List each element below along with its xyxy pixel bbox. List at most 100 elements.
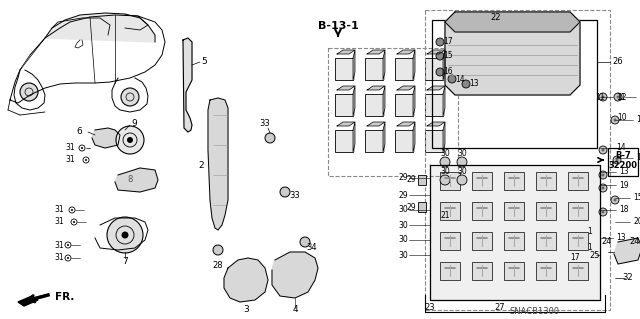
Bar xyxy=(425,58,443,80)
Polygon shape xyxy=(183,38,192,132)
Text: B-13-1: B-13-1 xyxy=(317,21,358,31)
Text: 31: 31 xyxy=(54,205,64,214)
Polygon shape xyxy=(443,122,445,152)
Text: 12: 12 xyxy=(617,93,627,101)
Circle shape xyxy=(440,175,450,185)
Text: 21: 21 xyxy=(440,211,450,219)
Circle shape xyxy=(457,175,467,185)
Bar xyxy=(536,202,556,220)
Polygon shape xyxy=(112,78,148,112)
Bar xyxy=(425,94,443,116)
Text: 14: 14 xyxy=(616,144,626,152)
Circle shape xyxy=(67,244,69,246)
Polygon shape xyxy=(367,122,385,126)
Circle shape xyxy=(599,171,607,179)
Polygon shape xyxy=(397,86,415,90)
Text: 31: 31 xyxy=(54,254,64,263)
Polygon shape xyxy=(427,50,445,54)
Text: 33: 33 xyxy=(290,190,300,199)
Bar xyxy=(425,130,443,152)
Circle shape xyxy=(614,198,616,202)
Circle shape xyxy=(602,95,605,99)
Text: 10: 10 xyxy=(617,114,627,122)
Circle shape xyxy=(122,232,129,239)
Polygon shape xyxy=(353,122,355,152)
Circle shape xyxy=(265,133,275,143)
Bar xyxy=(472,232,492,250)
Polygon shape xyxy=(337,86,355,90)
Text: 9: 9 xyxy=(131,118,137,128)
Circle shape xyxy=(611,116,619,124)
Bar xyxy=(395,58,413,80)
Polygon shape xyxy=(272,252,318,298)
Bar xyxy=(365,58,383,80)
Text: 30: 30 xyxy=(398,205,408,214)
Circle shape xyxy=(20,83,38,101)
Polygon shape xyxy=(383,50,385,80)
Text: 4: 4 xyxy=(292,306,298,315)
Text: 24: 24 xyxy=(602,238,612,247)
Bar xyxy=(472,172,492,190)
Circle shape xyxy=(602,174,605,176)
Text: 12: 12 xyxy=(639,93,640,101)
Text: 29: 29 xyxy=(398,174,408,182)
Text: 7: 7 xyxy=(122,257,128,266)
Polygon shape xyxy=(383,86,385,116)
Polygon shape xyxy=(45,13,155,42)
Text: 31: 31 xyxy=(54,218,64,226)
Text: 13: 13 xyxy=(616,234,626,242)
Circle shape xyxy=(616,159,618,161)
Circle shape xyxy=(213,245,223,255)
Text: 25: 25 xyxy=(589,250,600,259)
Bar xyxy=(440,232,460,250)
Bar xyxy=(472,262,492,280)
Text: 30: 30 xyxy=(440,167,450,176)
Text: 33: 33 xyxy=(260,120,270,129)
Circle shape xyxy=(71,209,73,211)
Bar xyxy=(425,10,610,310)
Circle shape xyxy=(81,147,83,149)
Polygon shape xyxy=(353,86,355,116)
Text: 6: 6 xyxy=(76,127,82,136)
Text: 31: 31 xyxy=(54,241,64,249)
Text: 30: 30 xyxy=(398,220,408,229)
Bar xyxy=(480,15,492,23)
Text: 20: 20 xyxy=(633,218,640,226)
Text: 15: 15 xyxy=(443,51,453,61)
Bar xyxy=(536,172,556,190)
Text: 30: 30 xyxy=(457,150,467,159)
Text: 30: 30 xyxy=(398,235,408,244)
Circle shape xyxy=(436,38,444,46)
Polygon shape xyxy=(224,258,268,302)
Circle shape xyxy=(436,52,444,60)
Circle shape xyxy=(85,159,87,161)
Text: 26: 26 xyxy=(612,57,623,66)
Bar xyxy=(568,262,588,280)
Polygon shape xyxy=(614,238,640,264)
Text: 32200: 32200 xyxy=(609,160,637,169)
Text: 23: 23 xyxy=(425,303,435,313)
Text: 11: 11 xyxy=(616,93,625,101)
Bar xyxy=(504,172,524,190)
Polygon shape xyxy=(14,70,45,110)
Text: 1: 1 xyxy=(588,243,593,253)
Bar xyxy=(395,94,413,116)
Text: 24: 24 xyxy=(630,238,640,247)
Bar xyxy=(335,58,353,80)
Circle shape xyxy=(67,257,69,259)
Bar xyxy=(608,148,638,176)
Circle shape xyxy=(107,217,143,253)
Text: 5: 5 xyxy=(201,57,207,66)
Polygon shape xyxy=(427,122,445,126)
Bar xyxy=(472,202,492,220)
Circle shape xyxy=(614,118,616,122)
Text: 11: 11 xyxy=(595,93,605,101)
Polygon shape xyxy=(115,168,158,192)
Bar xyxy=(536,262,556,280)
Text: 17: 17 xyxy=(570,254,580,263)
Polygon shape xyxy=(445,12,580,95)
Polygon shape xyxy=(337,122,355,126)
Circle shape xyxy=(599,184,607,192)
Bar xyxy=(536,232,556,250)
Circle shape xyxy=(127,137,133,143)
